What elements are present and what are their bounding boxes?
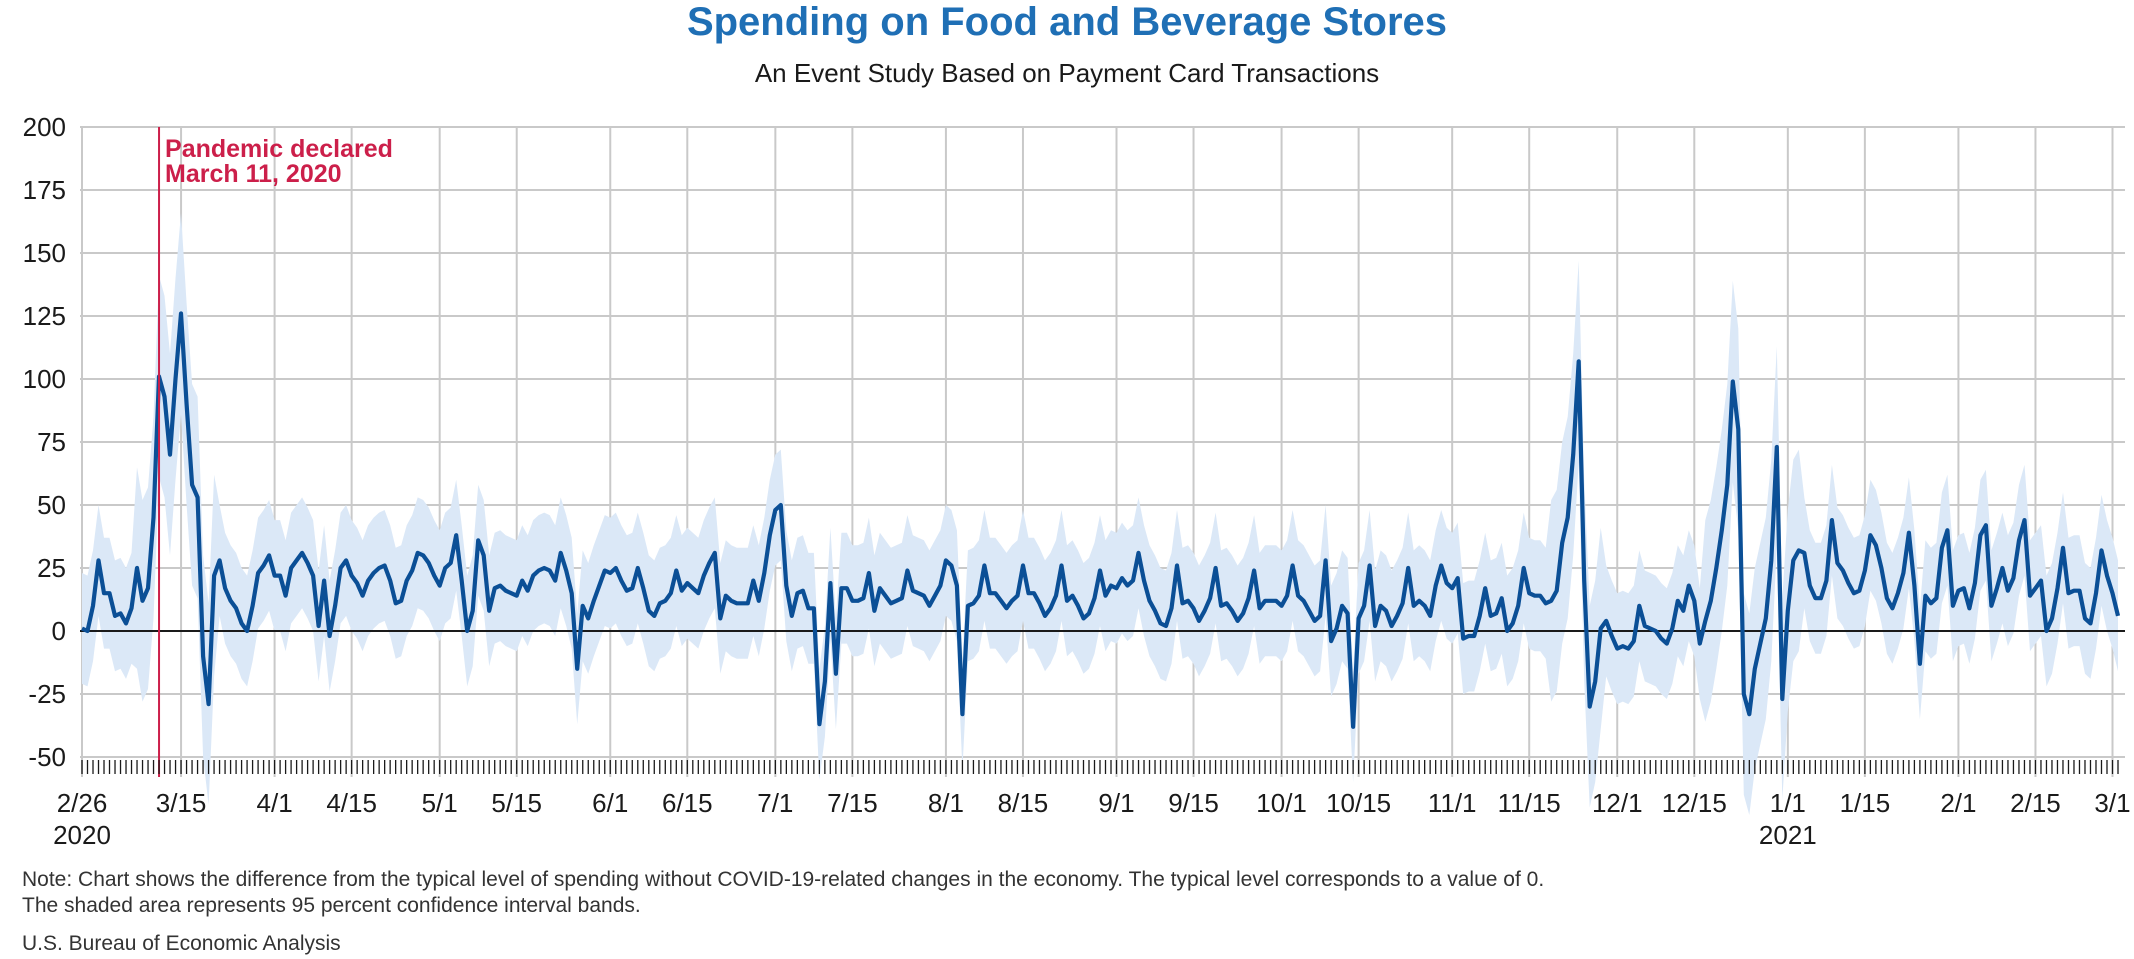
x-tick-label: 1/1 xyxy=(1770,788,1806,818)
x-tick-label: 7/1 xyxy=(757,788,793,818)
x-tick-label: 6/15 xyxy=(662,788,713,818)
x-tick-label: 3/15 xyxy=(156,788,207,818)
x-tick-label: 4/15 xyxy=(326,788,377,818)
x-tick-label: 2/15 xyxy=(2010,788,2061,818)
x-tick-label: 2/1 xyxy=(1940,788,1976,818)
x-tick-label: 12/1 xyxy=(1592,788,1643,818)
x-tick-label: 7/15 xyxy=(827,788,878,818)
y-tick-label: 50 xyxy=(37,490,66,520)
x-tick-label: 9/1 xyxy=(1098,788,1134,818)
confidence-band xyxy=(82,212,2118,815)
x-tick-label: 11/15 xyxy=(1498,788,1561,818)
x-tick-label: 9/15 xyxy=(1168,788,1219,818)
chart-subtitle: An Event Study Based on Payment Card Tra… xyxy=(754,58,1380,88)
gridlines xyxy=(80,126,2125,777)
y-tick-label: 150 xyxy=(23,238,66,268)
y-tick-label: 200 xyxy=(23,112,66,142)
x-tick-label: 1/15 xyxy=(1840,788,1891,818)
y-tick-label: -50 xyxy=(28,742,66,772)
y-tick-label: -25 xyxy=(28,679,66,709)
y-axis: 200 175 150 125 100 75 50 25 0 -25 -50 xyxy=(23,112,66,772)
y-tick-label: 75 xyxy=(37,427,66,457)
chart-note-line1: Note: Chart shows the difference from th… xyxy=(22,868,1545,891)
x-tick-label: 3/1 xyxy=(2094,788,2130,818)
x-tick-year-label: 2020 xyxy=(53,820,111,850)
x-tick-label: 4/1 xyxy=(257,788,293,818)
x-tick-label: 2/26 xyxy=(57,788,108,818)
y-tick-label: 175 xyxy=(23,175,66,205)
x-tick-label: 12/15 xyxy=(1662,788,1727,818)
x-tick-year-label: 2021 xyxy=(1759,820,1817,850)
chart-title: Spending on Food and Beverage Stores xyxy=(686,0,1448,44)
x-tick-label: 8/1 xyxy=(928,788,964,818)
y-tick-label: 0 xyxy=(52,616,66,646)
x-tick-label: 6/1 xyxy=(592,788,628,818)
series-line xyxy=(81,311,2121,729)
x-tick-label: 10/15 xyxy=(1326,788,1391,818)
x-tick-label: 10/1 xyxy=(1256,788,1307,818)
y-tick-label: 25 xyxy=(37,553,66,583)
x-tick-label: 5/1 xyxy=(422,788,458,818)
x-tick-label: 5/15 xyxy=(491,788,542,818)
y-tick-label: 125 xyxy=(23,301,66,331)
annotation-text-line2: March 11, 2020 xyxy=(165,160,342,188)
x-tick-label: 11/1 xyxy=(1428,788,1477,818)
series-line-layer xyxy=(81,311,2121,729)
annotation-text-line1: Pandemic declared xyxy=(165,135,393,163)
y-tick-label: 100 xyxy=(23,364,66,394)
chart-note-line2: The shaded area represents 95 percent co… xyxy=(22,894,641,917)
chart-source: U.S. Bureau of Economic Analysis xyxy=(22,932,341,955)
x-tick-label: 8/15 xyxy=(998,788,1049,818)
confidence-band-layer xyxy=(82,212,2118,815)
